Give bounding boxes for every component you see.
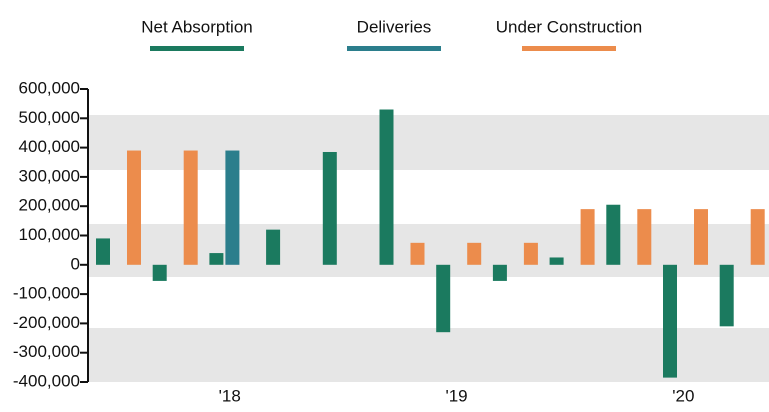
legend-swatch (522, 46, 616, 51)
bar (436, 264, 451, 333)
bar (549, 257, 564, 265)
background-band (88, 115, 769, 170)
y-tick-label: 0 (71, 254, 80, 273)
legend-label: Under Construction (496, 17, 642, 36)
bar (637, 209, 652, 265)
bar (694, 209, 708, 265)
bar (209, 253, 224, 265)
y-tick-label: -200,000 (13, 313, 80, 332)
y-tick-label: 300,000 (19, 166, 80, 185)
background-band (88, 328, 769, 382)
bar (322, 151, 337, 265)
bar (750, 209, 765, 265)
y-tick-label: 200,000 (19, 196, 80, 215)
y-tick-label: 500,000 (19, 108, 80, 127)
y-tick-label: -300,000 (13, 342, 80, 361)
bar (523, 242, 538, 265)
x-tick-label: '20 (672, 386, 694, 405)
bar (492, 264, 507, 281)
bar (719, 264, 734, 327)
bar (96, 238, 110, 265)
bar (225, 150, 240, 265)
y-tick-label: -400,000 (13, 371, 80, 390)
bar (127, 150, 141, 265)
background-band (88, 224, 769, 277)
y-tick-label: 100,000 (19, 225, 80, 244)
bar (410, 242, 425, 265)
bar (606, 204, 621, 265)
y-tick-label: 600,000 (19, 78, 80, 97)
x-tick-label: '18 (219, 386, 241, 405)
legend-swatch (347, 46, 441, 51)
legend-swatch (150, 46, 244, 51)
legend-label: Deliveries (357, 17, 432, 36)
bar (183, 150, 198, 265)
bar (663, 264, 677, 378)
bar (467, 242, 482, 265)
bar (379, 109, 394, 265)
x-tick-label: '19 (445, 386, 467, 405)
bar (580, 209, 595, 265)
y-tick-label: -100,000 (13, 284, 80, 303)
bar (152, 264, 167, 281)
y-tick-label: 400,000 (19, 137, 80, 156)
legend-label: Net Absorption (141, 17, 253, 36)
bar (266, 229, 281, 265)
